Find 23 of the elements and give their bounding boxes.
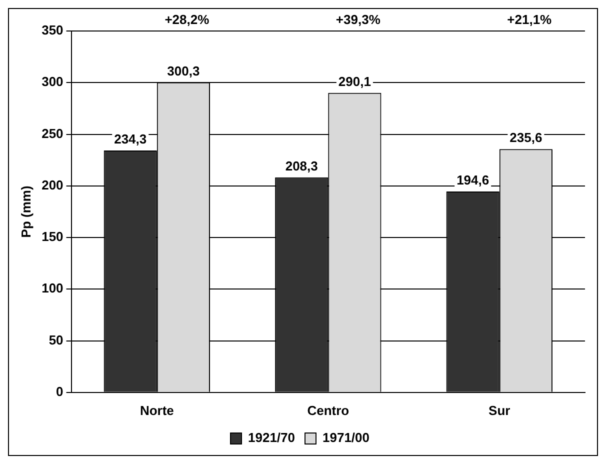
y-tick-label: 250: [42, 126, 64, 141]
y-tick-label: 0: [56, 384, 64, 399]
x-tick-label: Centro: [307, 402, 350, 418]
x-tick-label: Norte: [140, 402, 174, 418]
y-tick-label: 200: [42, 177, 64, 192]
text: +21,1%: [507, 12, 552, 28]
y-tick-label: 150: [42, 229, 64, 244]
x-tick-label: Sur: [488, 402, 510, 418]
data-label: 290,1: [338, 74, 371, 89]
y-tick-label: 300: [42, 74, 64, 90]
data-label: 194,6: [456, 172, 490, 188]
legend-label: 1921/70: [248, 430, 296, 446]
data-label: 234,3: [114, 132, 147, 147]
data-label: 235,6: [510, 130, 542, 146]
data-label: 300,3: [167, 63, 200, 78]
y-tick-label: 50: [48, 332, 64, 348]
data-label: 208,3: [285, 158, 318, 174]
text: +39,3%: [336, 12, 381, 28]
y-tick-label: 100: [42, 280, 64, 296]
y-axis-title: Pp (mm): [18, 186, 34, 238]
legend-label: 1971/00: [322, 430, 370, 446]
text: +28,2%: [164, 12, 210, 28]
y-tick-label: 350: [42, 22, 64, 38]
